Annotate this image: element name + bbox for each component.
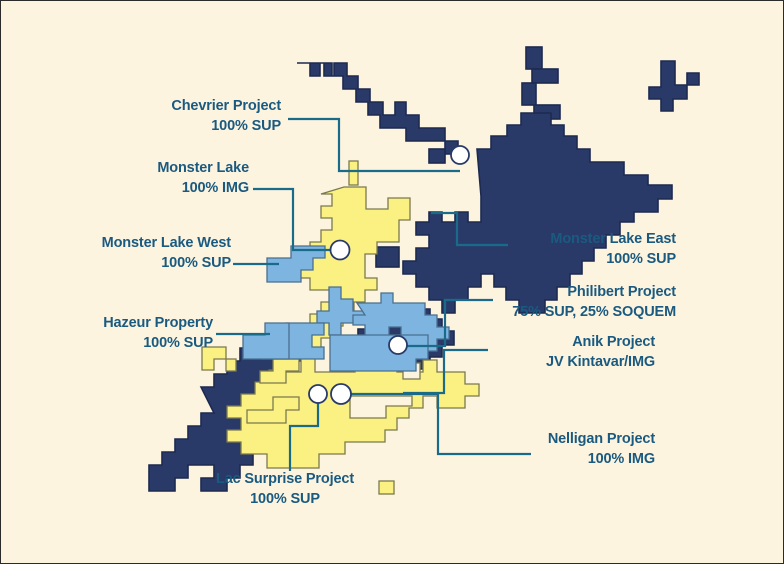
- label-monster-lake: Monster Lake 100% IMG: [111, 158, 249, 198]
- label-monster-lake-line2: 100% IMG: [181, 180, 249, 196]
- label-lac-surprise-project: Lac Surprise Project 100% SUP: [211, 469, 359, 509]
- leader-line-chevrier: [288, 117, 460, 173]
- label-monster-lake-east-line2: 100% SUP: [606, 251, 676, 267]
- marker-nelligan[interactable]: [330, 383, 352, 405]
- label-philibert-project-line2: 75% SUP, 25% SOQUEM: [512, 304, 676, 320]
- leader-line-monster-lake: [253, 187, 340, 252]
- label-anik-project-line1: Anik Project: [572, 334, 655, 350]
- label-nelligan-project-line2: 100% IMG: [587, 451, 655, 467]
- label-philibert-project-line1: Philibert Project: [567, 284, 676, 300]
- blue-claim-hazeur-band2: [242, 322, 290, 360]
- label-hazeur-property-line2: 100% SUP: [143, 335, 213, 351]
- label-nelligan-project: Nelligan Project 100% IMG: [521, 429, 655, 469]
- yellow-claim-nelligan-notch: [349, 395, 413, 419]
- navy-claim-square-b: [525, 46, 543, 70]
- label-philibert-project: Philibert Project 75% SUP, 25% SOQUEM: [461, 282, 676, 322]
- label-nelligan-project-line1: Nelligan Project: [547, 431, 655, 447]
- label-monster-lake-east: Monster Lake East 100% SUP: [511, 229, 676, 269]
- navy-claim-chevrier-nw-arm: [297, 62, 459, 155]
- marker-chevrier[interactable]: [450, 145, 470, 165]
- label-lac-surprise-project-line2: 100% SUP: [250, 491, 320, 507]
- leader-line-philibert: [398, 298, 493, 348]
- marker-lac-surprise[interactable]: [308, 384, 328, 404]
- leader-line-lac-surprise: [288, 394, 320, 471]
- label-hazeur-property-line1: Hazeur Property: [103, 315, 213, 331]
- light-blue-claim-group: [242, 245, 450, 372]
- leader-line-nelligan: [341, 392, 531, 456]
- yellow-claim-lac-surprise-nub: [225, 358, 237, 372]
- label-monster-lake-east-line1: Monster Lake East: [550, 231, 676, 247]
- yellow-claim-tick: [348, 160, 359, 186]
- label-lac-surprise-project-line1: Lac Surprise Project: [215, 471, 355, 487]
- blue-claim-monster-lake-west: [266, 245, 326, 283]
- yellow-claim-lac-surprise-nw: [201, 346, 227, 371]
- label-anik-project-line2: JV Kintavar/IMG: [546, 354, 655, 370]
- label-chevrier-project-line2: 100% SUP: [211, 118, 281, 134]
- blue-claim-philibert-lower: [329, 334, 429, 372]
- leader-line-monster-lake-east: [431, 211, 508, 247]
- label-chevrier-project: Chevrier Project 100% SUP: [136, 96, 281, 136]
- label-monster-lake-west: Monster Lake West 100% SUP: [77, 233, 231, 273]
- marker-philibert[interactable]: [388, 335, 408, 355]
- yellow-claim-lac-surprise-strip: [259, 358, 300, 384]
- label-anik-project: Anik Project JV Kintavar/IMG: [501, 332, 655, 372]
- label-monster-lake-west-line1: Monster Lake West: [101, 235, 231, 251]
- navy-claim-chevrier-main: [402, 112, 673, 314]
- marker-group: [308, 145, 470, 405]
- navy-claim-square-c: [531, 68, 559, 84]
- label-monster-lake-west-line2: 100% SUP: [161, 255, 231, 271]
- navy-claim-square-d: [521, 82, 537, 106]
- navy-claim-chevrier-ne-finger: [648, 60, 700, 112]
- marker-monster-lake[interactable]: [329, 239, 351, 261]
- navy-claim-square-a: [428, 148, 446, 164]
- yellow-claim-lac-surprise-strip2: [246, 396, 300, 424]
- yellow-claim-isolated-square: [378, 480, 395, 495]
- navy-claim-nub-monster: [375, 246, 400, 268]
- label-chevrier-project-line1: Chevrier Project: [171, 98, 281, 114]
- label-monster-lake-line1: Monster Lake: [157, 160, 249, 176]
- label-hazeur-property: Hazeur Property 100% SUP: [71, 313, 213, 353]
- leader-line-group: [216, 117, 531, 471]
